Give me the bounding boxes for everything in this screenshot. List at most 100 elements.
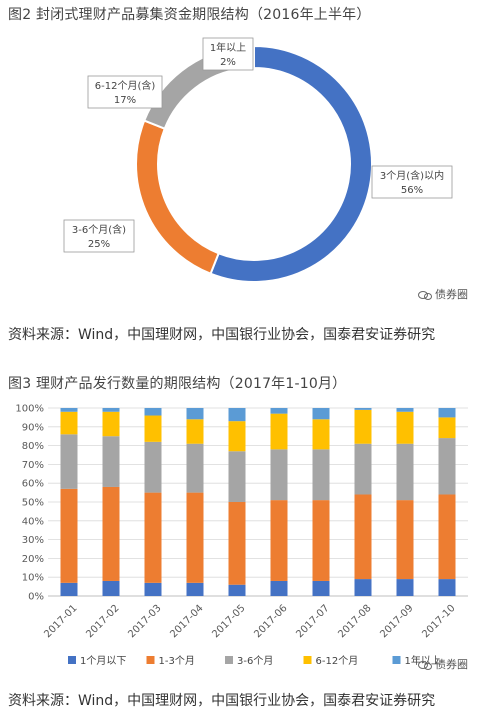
bar-segment bbox=[396, 579, 414, 596]
bar-segment bbox=[270, 408, 288, 414]
bar-segment bbox=[186, 492, 204, 583]
bar-segment bbox=[312, 419, 330, 450]
bar-segment bbox=[270, 580, 288, 596]
figure3-watermark: 债券圈 bbox=[418, 656, 468, 672]
legend-label: 1个月以下 bbox=[80, 655, 126, 667]
donut-slice bbox=[209, 44, 373, 283]
x-tick-label: 2017-09 bbox=[378, 603, 415, 640]
donut-slice-value: 56% bbox=[401, 185, 423, 196]
donut-slice-label: 1年以上 bbox=[210, 41, 246, 54]
bar-segment bbox=[144, 492, 162, 583]
bar-segment bbox=[228, 451, 246, 502]
bar-segment bbox=[438, 408, 456, 418]
donut-label-box bbox=[63, 219, 135, 253]
bar-segment bbox=[144, 408, 162, 416]
bar-segment bbox=[60, 488, 78, 583]
bar-segment bbox=[186, 419, 204, 444]
x-tick-label: 2017-08 bbox=[336, 603, 373, 640]
legend-swatch bbox=[392, 656, 401, 664]
donut-label-box bbox=[202, 37, 254, 71]
x-tick-label: 2017-02 bbox=[84, 603, 121, 640]
figure3-watermark-text: 债券圈 bbox=[435, 658, 468, 671]
bar-segment bbox=[144, 582, 162, 596]
y-tick-label: 20% bbox=[22, 554, 44, 565]
wechat-icon bbox=[418, 659, 432, 670]
bar-segment bbox=[186, 408, 204, 420]
y-tick-label: 40% bbox=[22, 516, 44, 527]
x-tick-label: 2017-05 bbox=[210, 603, 247, 640]
donut-slice-value: 25% bbox=[88, 239, 110, 250]
y-tick-label: 70% bbox=[22, 460, 44, 471]
bar-segment bbox=[396, 411, 414, 444]
x-tick-label: 2017-07 bbox=[294, 603, 331, 640]
legend-label: 1-3个月 bbox=[159, 655, 195, 667]
bar-segment bbox=[228, 408, 246, 422]
donut-slice-label: 3-6个月(含) bbox=[72, 223, 126, 236]
figure2-title: 图2 封闭式理财产品募集资金期限结构（2016年上半年） bbox=[8, 7, 371, 23]
donut-slice-value: 17% bbox=[114, 95, 136, 106]
bar-segment bbox=[270, 449, 288, 501]
bar-segment bbox=[144, 441, 162, 493]
bar-segment bbox=[396, 408, 414, 412]
legend-swatch bbox=[225, 656, 233, 664]
x-tick-label: 2017-06 bbox=[252, 603, 289, 640]
bar-segment bbox=[312, 449, 330, 501]
bar-segment bbox=[354, 409, 372, 444]
legend-label: 6-12个月 bbox=[316, 655, 359, 667]
bar-segment bbox=[438, 494, 456, 580]
bar-segment bbox=[228, 421, 246, 452]
bar-segment bbox=[144, 415, 162, 442]
donut-chart: 3个月(含)以内 56% 3-6个月(含) 25% 6-12个月(含) 17% 1年以上 2% bbox=[63, 37, 453, 283]
donut-label-box bbox=[371, 165, 453, 199]
bar-segment bbox=[312, 408, 330, 420]
donut-slice-label: 6-12个月(含) bbox=[95, 79, 156, 92]
y-tick-label: 30% bbox=[22, 535, 44, 546]
figure2-source: 资料来源：Wind，中国理财网，中国银行业协会，国泰君安证券研究 bbox=[8, 327, 436, 343]
x-tick-label: 2017-03 bbox=[126, 603, 163, 640]
y-tick-label: 10% bbox=[22, 573, 44, 584]
donut-slice-label: 3个月(含)以内 bbox=[380, 169, 444, 182]
y-tick-label: 0% bbox=[28, 592, 44, 603]
bar-segment bbox=[270, 413, 288, 450]
bar-segment bbox=[438, 438, 456, 495]
bar-segment bbox=[228, 502, 246, 585]
bar-segment bbox=[438, 579, 456, 596]
bar-segment bbox=[228, 584, 246, 596]
y-tick-label: 80% bbox=[22, 441, 44, 452]
bar-segment bbox=[396, 443, 414, 501]
bar-segment bbox=[396, 500, 414, 580]
bar-segment bbox=[60, 411, 78, 435]
y-tick-label: 100% bbox=[15, 404, 44, 415]
x-tick-label: 2017-04 bbox=[168, 603, 205, 640]
figure3-title: 图3 理财产品发行数量的期限结构（2017年1-10月） bbox=[8, 376, 347, 392]
bar-segment bbox=[312, 500, 330, 581]
bar-segment bbox=[354, 408, 372, 410]
bar-segment bbox=[60, 582, 78, 596]
x-tick-label: 2017-10 bbox=[420, 603, 457, 640]
y-tick-label: 50% bbox=[22, 498, 44, 509]
donut-label-box bbox=[87, 75, 163, 109]
figure2-watermark: 债券圈 bbox=[418, 286, 468, 302]
y-tick-label: 90% bbox=[22, 422, 44, 433]
bar-segment bbox=[312, 580, 330, 596]
bar-segment bbox=[102, 580, 120, 596]
donut-slice-value: 2% bbox=[220, 57, 236, 68]
bar-segment bbox=[102, 436, 120, 487]
x-tick-label: 2017-01 bbox=[42, 603, 79, 640]
donut-slice bbox=[135, 119, 220, 276]
figure2-watermark-text: 债券圈 bbox=[435, 288, 468, 301]
bar-segment bbox=[102, 486, 120, 581]
bar-segment bbox=[60, 434, 78, 489]
wechat-icon bbox=[418, 289, 432, 300]
bar-segment bbox=[102, 408, 120, 412]
bar-segment bbox=[186, 443, 204, 493]
stacked-bar-chart: 0% 10% 20% 30% 40% 50% 60% 70% 80% 90% 100% 2017-01… bbox=[15, 404, 468, 667]
bar-segment bbox=[354, 443, 372, 495]
bar-segment bbox=[354, 494, 372, 580]
bar-segment bbox=[60, 408, 78, 412]
bar-segment bbox=[438, 417, 456, 439]
legend-label: 3-6个月 bbox=[237, 655, 273, 667]
bar-segment bbox=[186, 582, 204, 596]
figure3-source: 资料来源：Wind，中国理财网，中国银行业协会，国泰君安证券研究 bbox=[8, 693, 436, 709]
legend-swatch bbox=[303, 656, 312, 664]
